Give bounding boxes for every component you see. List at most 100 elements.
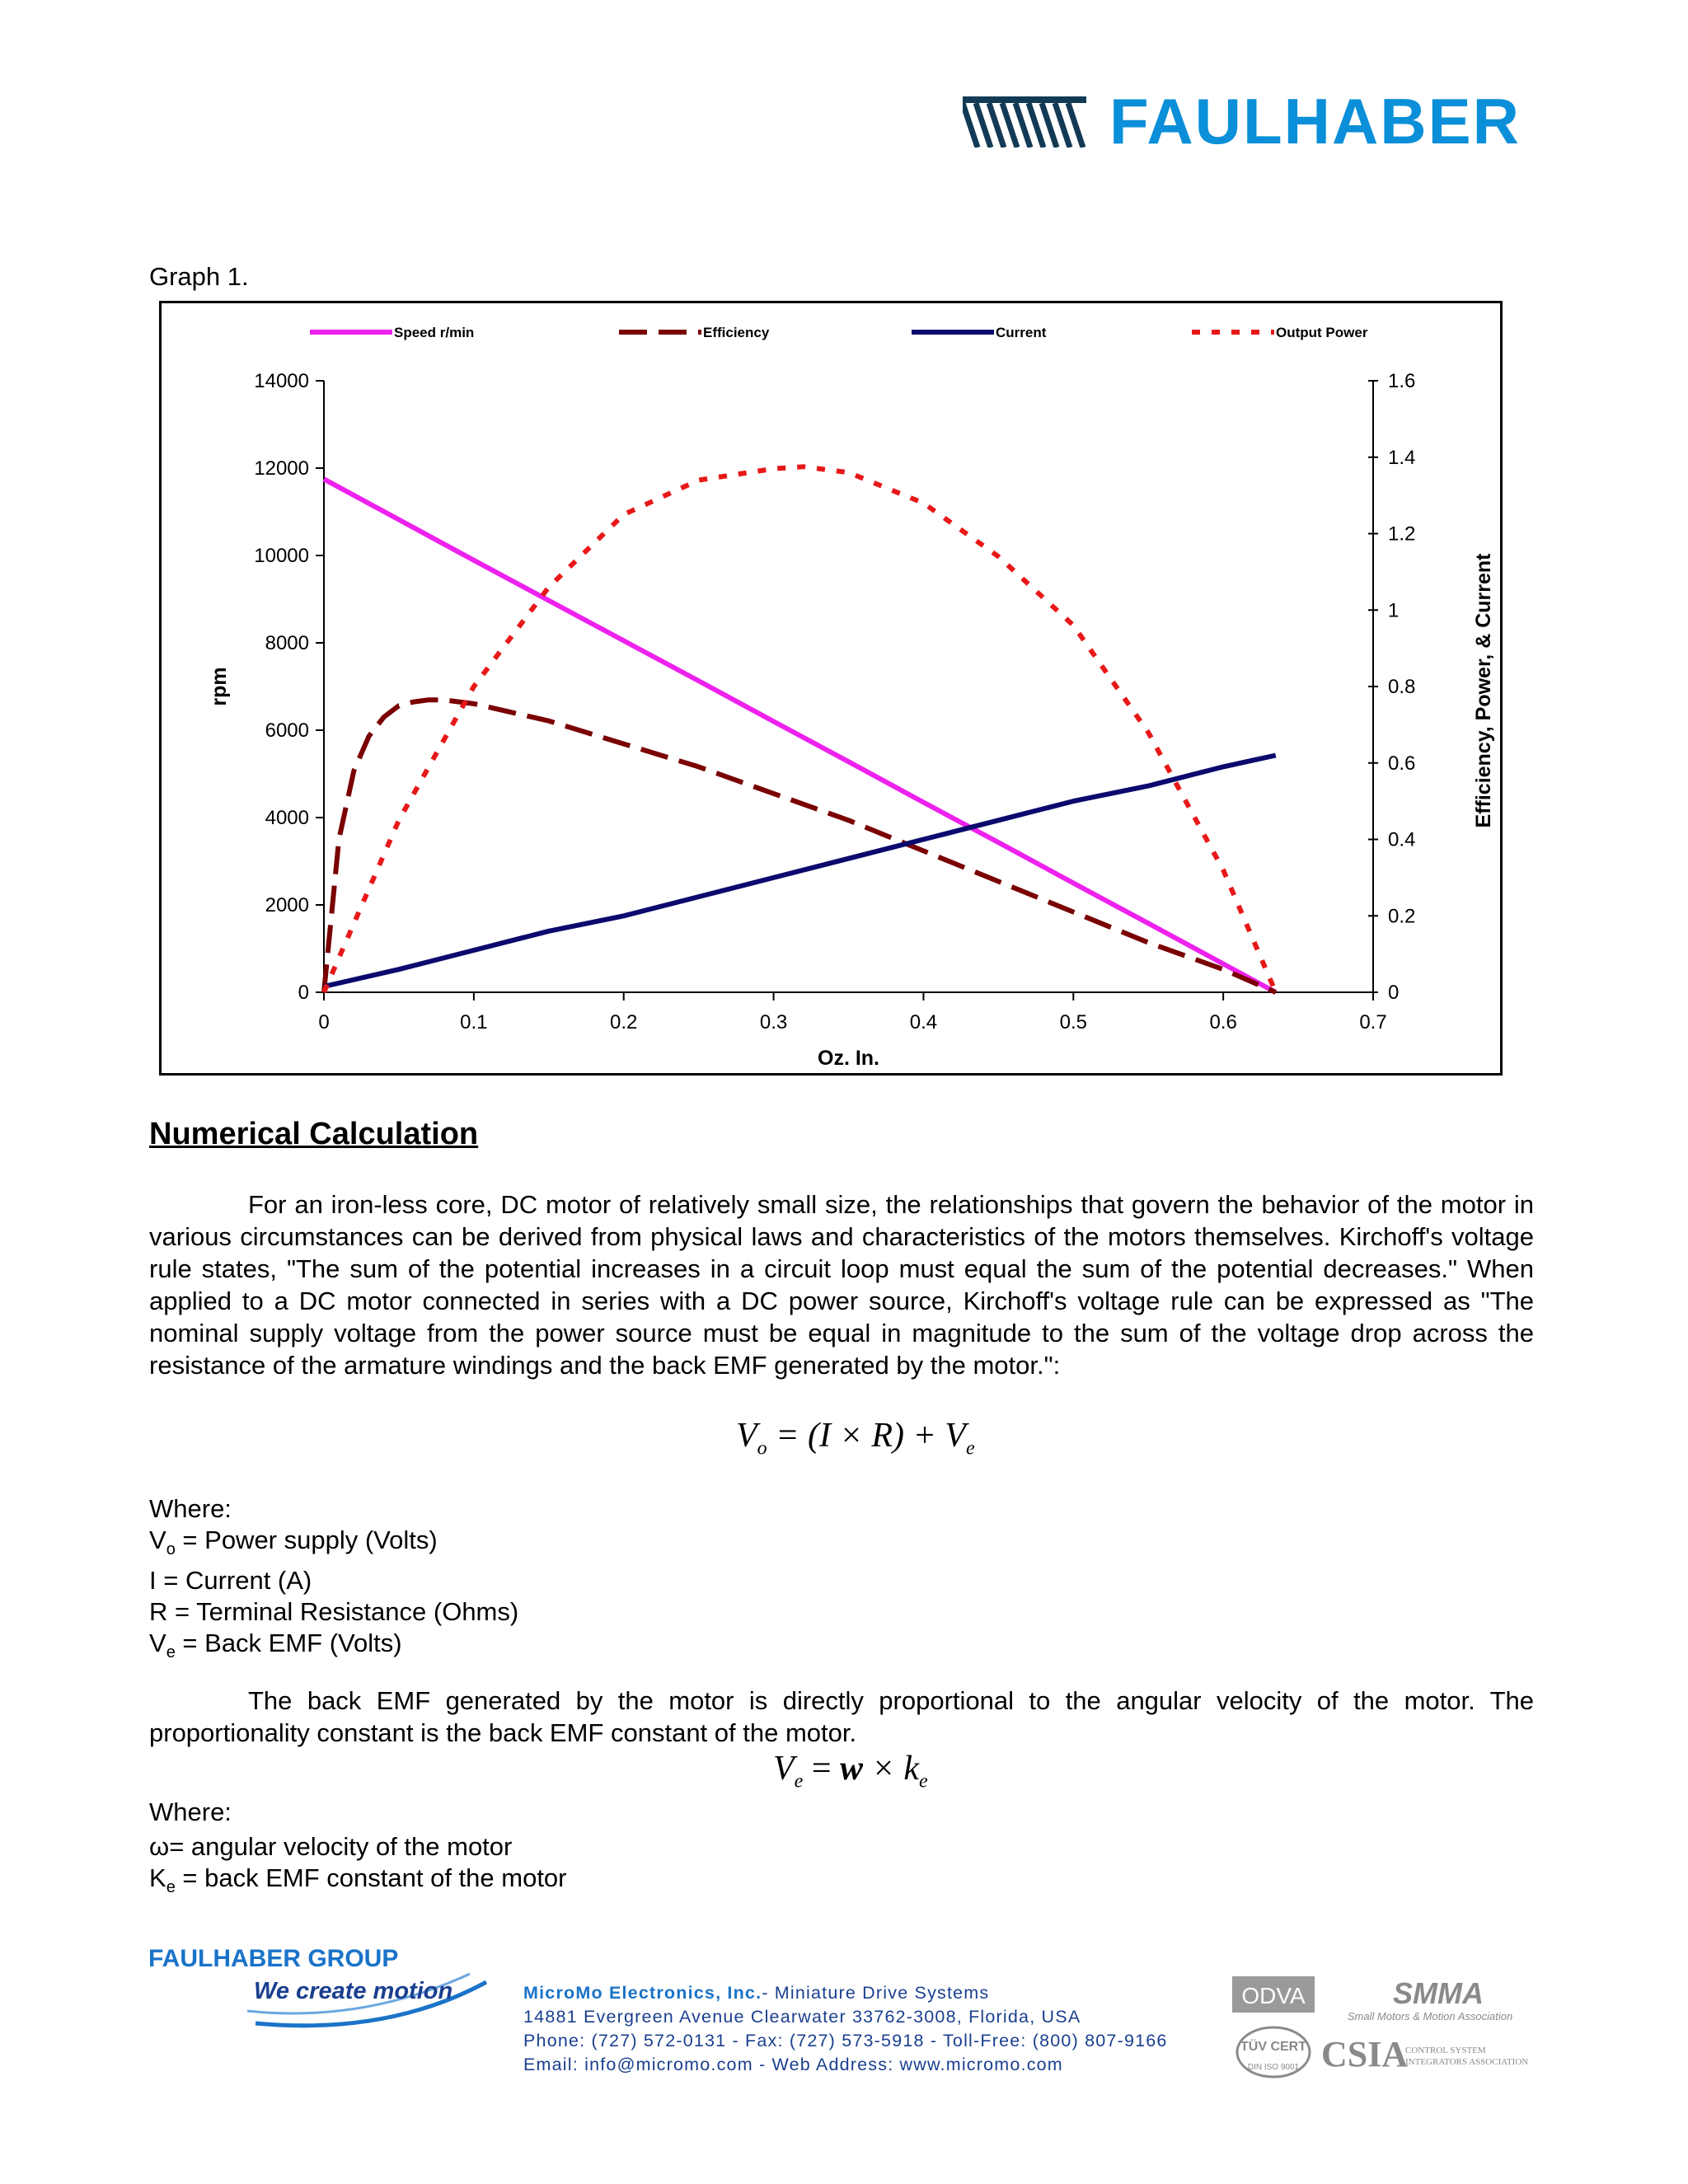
y-right-tick-label: 0.4 [1388, 829, 1415, 851]
definition-text: = Power supply (Volts) [175, 1526, 438, 1554]
formula-1-rhs-sub: e [965, 1437, 975, 1460]
faulhaber-logo: FAULHABER [1109, 85, 1521, 157]
section-heading: Numerical Calculation [149, 1117, 479, 1151]
formula-1-mid: = (I × R) + V [767, 1417, 966, 1455]
x-axis-label: Oz. In. [818, 1047, 879, 1070]
y-right-tick-label: 1.4 [1388, 447, 1415, 469]
footer-company-desc: - Miniature Drive Systems [762, 1983, 990, 2003]
x-tick-label: 0.2 [610, 1011, 637, 1033]
definition-subscript: o [166, 1540, 176, 1559]
footer-address-block: MicroMo Electronics, Inc.- Miniature Dri… [523, 1981, 1168, 2077]
formula-back-emf: Ve = w × ke [773, 1749, 928, 1793]
paragraph-2: The back EMF generated by the motor is d… [149, 1685, 1534, 1749]
legend-label: Current [996, 325, 1047, 340]
csia-logo-icon: CSIA CONTROL SYSTEM INTEGRATORS ASSOCIAT… [1321, 2034, 1528, 2074]
formula-1-lhs-sub: o [757, 1437, 767, 1460]
csia-caption-1: CONTROL SYSTEM [1405, 2046, 1486, 2055]
y-right-tick-label: 0.6 [1388, 752, 1415, 775]
paragraph-2-text: The back EMF generated by the motor is d… [149, 1686, 1534, 1747]
formula-2-lhs: V [773, 1750, 795, 1788]
formula-2-lhs-sub: e [794, 1770, 804, 1793]
definition-list-1: Vo = Power supply (Volts) I = Current (A)… [149, 1525, 518, 1668]
y-left-tick-label: 8000 [265, 632, 309, 654]
tuv-cert-text: TÜV CERT [1240, 2038, 1306, 2054]
footer-email-line: Email: info@micromo.com - Web Address: w… [523, 2055, 1063, 2074]
smma-logo-text: SMMA [1393, 1976, 1484, 2010]
definition-symbol: K [149, 1863, 166, 1892]
tuv-cert-logo-icon: TÜV CERT DIN ISO 9001 [1236, 2026, 1311, 2079]
x-tick-label: 0.3 [760, 1011, 787, 1033]
formula-1-lhs: V [736, 1417, 757, 1455]
din-iso-text: DIN ISO 9001 [1248, 2063, 1300, 2072]
csia-caption-2: INTEGRATORS ASSOCIATION [1405, 2057, 1528, 2067]
paragraph-1-text: For an iron-less core, DC motor of relat… [149, 1190, 1534, 1380]
definition-item: ω= angular velocity of the motor [149, 1831, 567, 1863]
y-left-tick-label: 6000 [265, 719, 309, 742]
definition-symbol: I [149, 1566, 157, 1596]
definition-subscript: e [166, 1643, 176, 1662]
formula-kirchoff: Vo = (I × R) + Ve [736, 1416, 975, 1460]
definition-text: = angular velocity of the motor [169, 1832, 513, 1861]
y-left-tick-label: 2000 [265, 894, 309, 916]
definition-text: = back EMF constant of the motor [175, 1863, 567, 1892]
y-right-tick-label: 0.2 [1388, 905, 1415, 927]
footer-company-name: MicroMo Electronics, Inc. [523, 1983, 762, 2003]
definition-item: Ke = back EMF constant of the motor [149, 1863, 567, 1903]
y-left-tick-label: 4000 [265, 807, 309, 829]
faulhaber-logo-mark-icon [963, 96, 1086, 148]
y-axis-right-label: Efficiency, Power, & Current [1472, 553, 1495, 828]
x-tick-label: 0.6 [1209, 1011, 1236, 1033]
definition-symbol: R [149, 1597, 168, 1627]
where-label-1: Where: [149, 1494, 232, 1523]
y-right-tick-label: 1.2 [1388, 523, 1415, 546]
definition-item: R = Terminal Resistance (Ohms) [149, 1596, 518, 1628]
definition-item: Ve = Back EMF (Volts) [149, 1628, 518, 1668]
series-line-current [323, 752, 1277, 989]
formula-2-times: × k [863, 1750, 919, 1788]
csia-logo-text: CSIA [1321, 2034, 1408, 2074]
motor-performance-chart: 0 0.1 0.2 0.3 0.4 0.5 0.6 0.7020004000600080001… [208, 325, 1495, 1070]
y-right-tick-label: 0.8 [1388, 676, 1415, 698]
formula-2-mid: = [803, 1750, 840, 1788]
legend-label: Output Power [1276, 325, 1368, 340]
y-left-tick-label: 10000 [254, 545, 309, 567]
definition-text: = Terminal Resistance (Ohms) [167, 1597, 519, 1627]
series-line-speed-r-min [322, 476, 1278, 995]
odva-logo-icon: ODVA [1232, 1976, 1315, 2013]
paragraph-1: For an iron-less core, DC motor of relat… [149, 1188, 1534, 1381]
definition-symbol: V [149, 1526, 166, 1554]
x-tick-label: 0.5 [1060, 1011, 1087, 1033]
y-left-tick-label: 0 [298, 982, 309, 1004]
where-label-2: Where: [149, 1797, 232, 1826]
definition-text: = Current (A) [156, 1566, 312, 1596]
x-tick-label: 0 [318, 1011, 329, 1033]
footer-slogan: We create motion [254, 1978, 453, 2004]
smma-logo-icon: SMMA Small Motors & Motion Association [1348, 1976, 1512, 2022]
chart-frame: 0 0.1 0.2 0.3 0.4 0.5 0.6 0.7 0 2000 4000 6000 8000 1… [159, 301, 1503, 1076]
definition-symbol: ω [149, 1832, 170, 1861]
series-line-efficiency [321, 697, 1278, 995]
definition-list-2: ω= angular velocity of the motor Ke = bac… [149, 1831, 567, 1903]
y-left-tick-label: 12000 [254, 457, 309, 480]
smma-caption: Small Motors & Motion Association [1348, 2010, 1512, 2022]
association-logos: ODVA SMMA Small Motors & Motion Associat… [1232, 1976, 1528, 2079]
odva-logo-text: ODVA [1241, 1983, 1306, 2008]
graph-caption: Graph 1. [149, 262, 249, 291]
y-left-tick-label: 14000 [254, 370, 309, 392]
definition-item: I = Current (A) [149, 1565, 518, 1596]
x-tick-label: 0.7 [1359, 1011, 1386, 1033]
legend-label: Efficiency [703, 325, 770, 340]
y-right-tick-label: 0 [1388, 982, 1399, 1004]
x-tick-label: 0.4 [910, 1011, 937, 1033]
footer-company-line: MicroMo Electronics, Inc.- Miniature Dri… [523, 1981, 1168, 2005]
formula-2-omega: w [840, 1750, 864, 1788]
swoosh-icon [246, 1972, 488, 2028]
footer-phone-line: Phone: (727) 572-0131 - Fax: (727) 573-5… [523, 2031, 1168, 2050]
y-right-tick-label: 1.6 [1388, 370, 1415, 392]
definition-symbol: V [149, 1629, 166, 1658]
footer-group-name: FAULHABER GROUP [148, 1945, 399, 1972]
footer-address-line: 14881 Evergreen Avenue Clearwater 33762-… [523, 2007, 1081, 2027]
definition-subscript: e [166, 1878, 176, 1897]
definition-text: = Back EMF (Volts) [175, 1629, 402, 1658]
y-axis-left-label: rpm [208, 667, 231, 705]
